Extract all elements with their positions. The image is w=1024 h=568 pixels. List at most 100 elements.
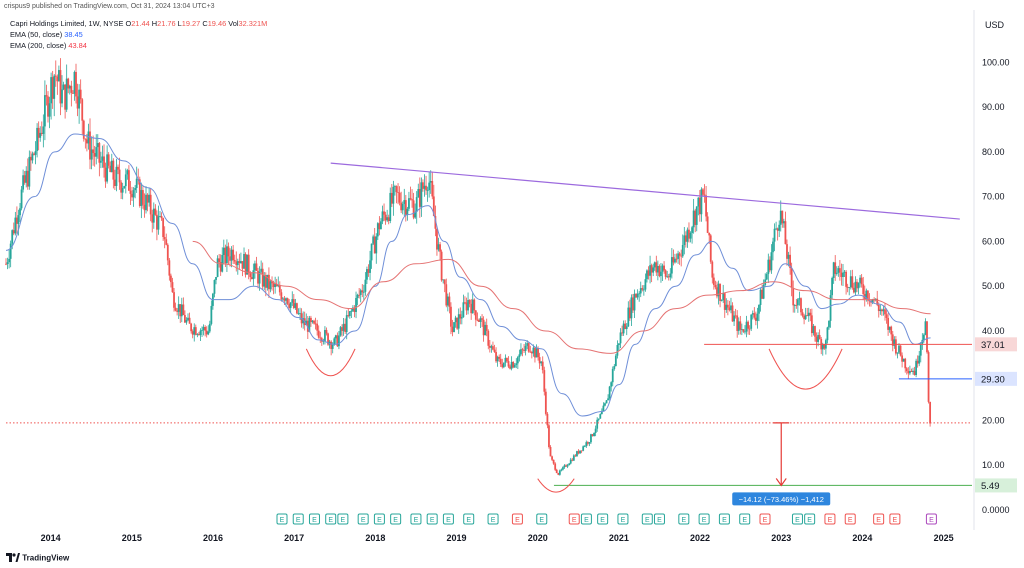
earnings-marker-label: E bbox=[341, 517, 346, 524]
earnings-marker-label: E bbox=[377, 517, 382, 524]
candle-body bbox=[14, 217, 17, 234]
candle-body bbox=[857, 282, 860, 289]
candle-body bbox=[902, 358, 905, 362]
candle-body bbox=[316, 323, 319, 331]
candle-body bbox=[375, 236, 378, 254]
candle-body bbox=[361, 290, 364, 293]
candle-body bbox=[803, 315, 805, 320]
candle-body bbox=[414, 211, 417, 218]
candle-body bbox=[496, 356, 499, 362]
candle-body bbox=[524, 345, 527, 351]
candle-body bbox=[635, 293, 637, 298]
candle-body bbox=[174, 307, 177, 311]
earnings-marker bbox=[653, 513, 665, 525]
candle-body bbox=[826, 327, 829, 341]
candle-body bbox=[748, 328, 751, 330]
candle-body bbox=[714, 285, 717, 288]
candle-body bbox=[70, 85, 73, 93]
candle-body bbox=[765, 274, 768, 280]
candle-body bbox=[198, 334, 200, 336]
support-tag-label: 29.30 bbox=[981, 374, 1005, 385]
legend-ema200-row[interactable]: EMA (200, close) 43.84 bbox=[10, 40, 267, 51]
candle-body bbox=[502, 362, 505, 368]
candle-body bbox=[896, 352, 899, 354]
candle-body bbox=[261, 268, 264, 287]
earnings-marker-label: E bbox=[414, 517, 419, 524]
candle-body bbox=[294, 303, 297, 308]
candle-body bbox=[152, 208, 155, 223]
candle-body bbox=[837, 268, 840, 273]
candle-body bbox=[219, 262, 222, 272]
candle-body bbox=[604, 403, 606, 406]
earnings-marker bbox=[276, 513, 288, 525]
neckline-tag bbox=[975, 337, 1017, 352]
candle-body bbox=[473, 299, 476, 311]
candle-body bbox=[345, 315, 348, 332]
candle-body bbox=[915, 360, 918, 375]
tradingview-brand[interactable]: TradingView bbox=[6, 553, 69, 564]
candle-body bbox=[425, 185, 427, 191]
candle-body bbox=[359, 290, 362, 295]
candle-body bbox=[271, 281, 273, 284]
candle-body bbox=[730, 305, 732, 311]
candle-body bbox=[381, 211, 384, 222]
candle-body bbox=[770, 252, 773, 271]
candle-body bbox=[790, 268, 793, 288]
candle-body bbox=[842, 272, 844, 277]
earnings-marker bbox=[292, 513, 304, 525]
candle-body bbox=[706, 216, 709, 233]
candle-body bbox=[697, 197, 700, 207]
candle-body bbox=[686, 229, 689, 242]
candle-body bbox=[180, 304, 183, 317]
candle-body bbox=[286, 298, 289, 304]
candle-body bbox=[336, 335, 339, 347]
candle-body bbox=[45, 95, 48, 97]
x-tick-label: 2016 bbox=[203, 533, 223, 543]
candle-body bbox=[792, 287, 795, 306]
candle-body bbox=[61, 89, 63, 104]
candle-body bbox=[51, 77, 54, 99]
candle-body bbox=[236, 261, 239, 266]
candle-body bbox=[663, 265, 665, 271]
candle-body bbox=[222, 247, 225, 255]
earnings-marker-label: E bbox=[430, 517, 435, 524]
candle-body bbox=[210, 305, 213, 324]
earnings-marker bbox=[337, 513, 349, 525]
candle-body bbox=[723, 293, 726, 310]
candle-body bbox=[586, 442, 589, 444]
candle-body bbox=[378, 223, 381, 230]
earnings-marker-label: E bbox=[584, 517, 589, 524]
candle-body bbox=[624, 323, 627, 330]
candle-body bbox=[366, 269, 368, 280]
candle-body bbox=[417, 189, 420, 198]
candle-body bbox=[117, 166, 119, 170]
candle-body bbox=[555, 469, 558, 474]
candle-body bbox=[711, 261, 714, 278]
candle-body bbox=[84, 138, 87, 140]
candle-body bbox=[344, 323, 347, 332]
candle-body bbox=[355, 298, 357, 312]
earnings-marker-label: E bbox=[446, 517, 451, 524]
candle-body bbox=[92, 149, 95, 154]
candle-body bbox=[162, 218, 165, 237]
candle-body bbox=[457, 314, 460, 329]
candle-body bbox=[782, 221, 785, 224]
candle-body bbox=[926, 321, 928, 353]
low-label: L bbox=[177, 19, 182, 28]
candle-body bbox=[647, 270, 650, 276]
candle-body bbox=[67, 78, 70, 89]
pattern-arc bbox=[768, 348, 843, 390]
candle-body bbox=[784, 221, 787, 245]
ema200-value: 43.84 bbox=[68, 41, 87, 51]
x-tick-label: 2015 bbox=[122, 533, 142, 543]
candle-body bbox=[398, 192, 401, 203]
candle-body bbox=[188, 317, 191, 324]
legend-ema50-row[interactable]: EMA (50, close) 38.45 bbox=[10, 29, 267, 40]
candle-body bbox=[562, 467, 564, 470]
candle-body bbox=[82, 120, 85, 139]
candle-body bbox=[734, 315, 737, 317]
candle-body bbox=[39, 132, 42, 138]
candle-body bbox=[619, 332, 622, 344]
candle-body bbox=[71, 92, 74, 94]
